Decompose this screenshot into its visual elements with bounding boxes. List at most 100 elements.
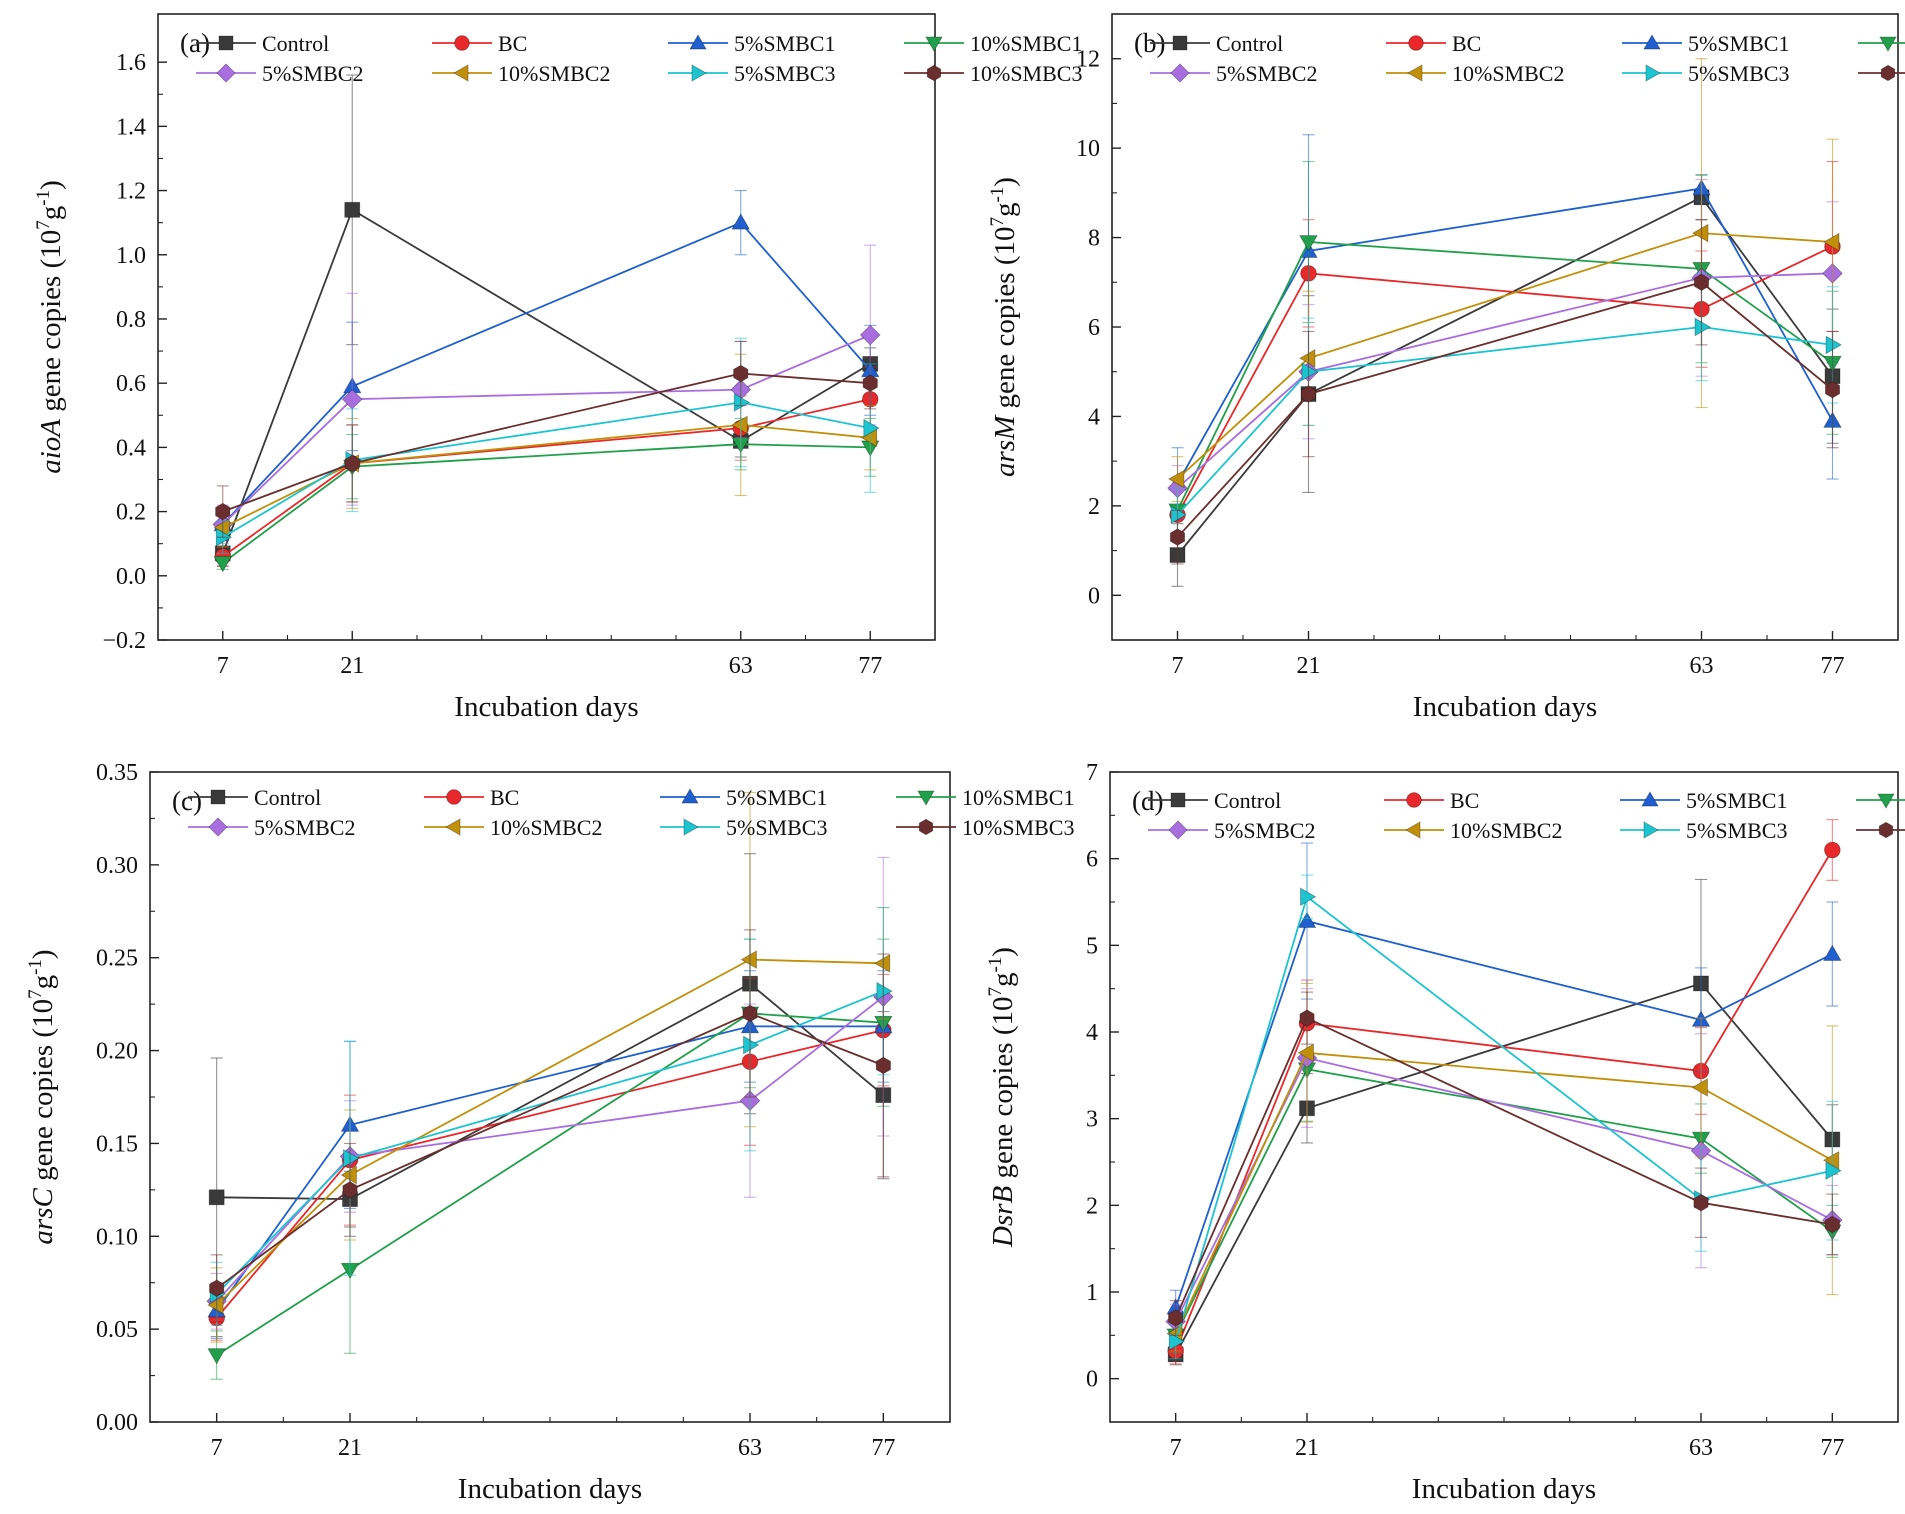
data-point	[1824, 841, 1841, 859]
legend-marker	[689, 34, 707, 50]
data-point	[344, 201, 361, 218]
y-tick-label: 0.4	[116, 435, 146, 461]
plot-frame	[1109, 771, 1899, 1423]
data-point	[209, 1279, 225, 1297]
series-line	[222, 443, 871, 564]
data-point	[343, 1148, 360, 1168]
x-tick-label: 63	[729, 653, 753, 679]
y-tick-label: 1.4	[116, 114, 146, 140]
series-line	[222, 401, 871, 539]
legend-marker	[917, 790, 935, 806]
x-axis-title: Incubation days	[458, 1473, 642, 1505]
y-tick-label: 0.30	[96, 853, 138, 879]
data-point	[1300, 887, 1317, 907]
y-tick-label: 8	[1088, 226, 1100, 252]
legend-label: 5%SMBC3	[1688, 61, 1789, 86]
y-axis-title: DsrB gene copies (107g-1)	[985, 947, 1019, 1248]
series-line	[222, 221, 871, 526]
legend-marker	[454, 35, 470, 51]
series-line	[1176, 272, 1833, 489]
legend-label: 10%SMBC2	[1450, 818, 1562, 843]
y-tick-label: 0	[1088, 583, 1100, 609]
legend-label: 5%SMBC3	[1686, 818, 1787, 843]
x-tick-label: 21	[340, 653, 364, 679]
x-tick-label: 7	[1172, 653, 1184, 679]
series-line	[216, 1029, 884, 1319]
series-Control	[208, 853, 892, 1338]
legend-label: 10%SMBC2	[498, 61, 610, 86]
legend-marker	[1877, 793, 1895, 809]
data-point	[1825, 335, 1842, 355]
legend-marker	[918, 818, 934, 836]
series-10%SMBC1	[207, 938, 893, 1380]
legend-label: BC	[1452, 31, 1481, 56]
data-point	[743, 1035, 760, 1055]
legend-marker	[208, 817, 228, 837]
legend-marker	[216, 63, 236, 83]
legend-label: 10%SMBC3	[962, 815, 1074, 840]
legend-marker	[1406, 792, 1422, 808]
y-axis-title: arsM gene copies (107g-1)	[987, 177, 1021, 477]
data-point	[1297, 1043, 1314, 1063]
panel-a: −0.2 0.0 0.2 0.4 0.6 0.8 1.0 1.2 1.4 1.6 7 21 63 77 In…	[33, 13, 1082, 723]
data-point	[344, 454, 360, 473]
y-tick-label: 6	[1086, 847, 1098, 873]
y-tick-label: 0.35	[96, 760, 138, 786]
legend-marker	[218, 35, 234, 51]
data-point	[873, 953, 891, 973]
legend-label: 10%SMBC2	[490, 815, 602, 840]
y-tick-label: 1.6	[116, 50, 146, 76]
data-point	[340, 1165, 357, 1185]
series-BC	[1169, 161, 1841, 543]
panel-c: 0.00 0.05 0.10 0.15 0.20 0.25 0.30 0.35 7 21 63 77 I…	[25, 760, 1074, 1505]
legend-label: Control	[262, 31, 329, 56]
data-point	[1825, 1161, 1842, 1180]
series-line	[222, 372, 871, 513]
legend-label: 5%SMBC2	[262, 61, 363, 86]
y-tick-label: 1	[1086, 1280, 1098, 1306]
y-tick-label: 12	[1076, 47, 1100, 73]
series-line	[222, 398, 871, 558]
x-tick-label: 77	[1820, 1435, 1844, 1461]
legend-label: 5%SMBC1	[1688, 31, 1789, 56]
legend-label: 5%SMBC2	[254, 815, 355, 840]
series-10%SMBC3	[1170, 219, 1840, 565]
data-point	[215, 502, 231, 521]
legend-label: 5%SMBC1	[734, 31, 835, 56]
legend-marker	[1172, 35, 1188, 51]
legend-marker	[1880, 64, 1896, 82]
series-5%SMBC1	[207, 970, 893, 1339]
legend-marker	[210, 789, 226, 805]
legend-marker	[1879, 36, 1897, 52]
x-tick-label: 7	[211, 1435, 223, 1461]
legend-label: BC	[1450, 788, 1479, 813]
series-line	[216, 995, 884, 1302]
series-line	[1174, 920, 1833, 1308]
data-point	[1692, 223, 1709, 243]
legend-marker	[681, 788, 699, 804]
data-point	[875, 1056, 891, 1075]
series-10%SMBC2	[1168, 58, 1840, 502]
legend-marker	[926, 64, 942, 82]
x-tick-label: 7	[1170, 1435, 1182, 1461]
legend-label: BC	[498, 31, 527, 56]
series-line	[222, 334, 871, 526]
series-line	[1176, 232, 1833, 480]
data-point	[742, 1004, 758, 1023]
x-axis-title: Incubation days	[454, 691, 638, 723]
series-Control	[1167, 878, 1841, 1366]
legend: ControlBC5%SMBC110%SMBC15%SMBC210%SMBC25…	[1148, 788, 1905, 843]
data-point	[1299, 1009, 1315, 1027]
legend-marker	[1645, 64, 1661, 82]
legend-label: 5%SMBC1	[726, 785, 827, 810]
y-tick-label: 0.10	[96, 1224, 138, 1250]
x-tick-label: 77	[1821, 653, 1845, 679]
data-point	[1301, 362, 1318, 382]
legend-marker	[446, 789, 462, 805]
series-BC	[1167, 819, 1841, 1365]
panel-label: (c)	[172, 786, 202, 816]
data-point	[1823, 944, 1842, 961]
x-tick-label: 21	[1297, 653, 1321, 679]
